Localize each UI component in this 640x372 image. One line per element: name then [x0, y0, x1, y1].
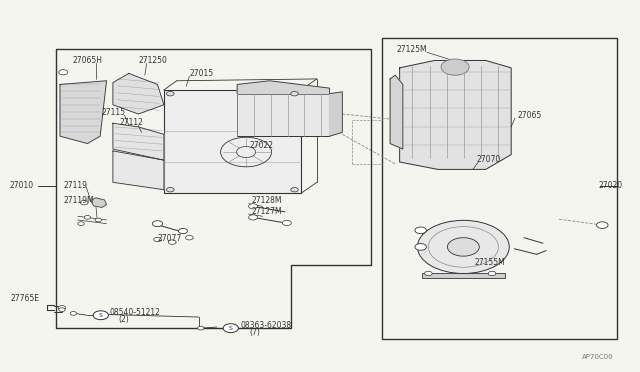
Polygon shape: [330, 92, 342, 136]
Text: 271250: 271250: [138, 56, 167, 65]
Text: 27765E: 27765E: [10, 294, 39, 303]
Circle shape: [154, 237, 161, 242]
Circle shape: [70, 311, 77, 315]
Text: S: S: [99, 313, 103, 318]
Circle shape: [441, 59, 469, 75]
Polygon shape: [113, 151, 164, 190]
Text: 27022: 27022: [250, 141, 274, 150]
Circle shape: [596, 222, 608, 228]
Circle shape: [186, 235, 193, 240]
Text: AP70C00: AP70C00: [582, 353, 613, 360]
Text: 27115: 27115: [101, 108, 125, 117]
Circle shape: [415, 227, 426, 234]
Circle shape: [424, 271, 432, 276]
Circle shape: [248, 204, 257, 209]
Text: 08540-51212: 08540-51212: [109, 308, 161, 317]
Circle shape: [488, 271, 496, 276]
Circle shape: [84, 215, 91, 219]
Polygon shape: [60, 81, 106, 144]
Text: 27119M: 27119M: [64, 196, 95, 205]
Circle shape: [166, 187, 174, 192]
Polygon shape: [91, 198, 106, 208]
Circle shape: [95, 218, 101, 222]
Polygon shape: [390, 75, 403, 149]
Circle shape: [59, 70, 68, 75]
Circle shape: [78, 222, 84, 225]
Circle shape: [291, 187, 298, 192]
Circle shape: [168, 240, 176, 244]
Circle shape: [223, 324, 239, 333]
Circle shape: [166, 92, 174, 96]
Polygon shape: [399, 61, 511, 169]
Text: 27015: 27015: [189, 69, 214, 78]
Text: 27065: 27065: [518, 110, 542, 120]
Polygon shape: [113, 123, 164, 160]
Circle shape: [93, 311, 108, 320]
Polygon shape: [237, 81, 330, 94]
Circle shape: [179, 228, 188, 234]
Text: 08363-62038: 08363-62038: [241, 321, 291, 330]
Text: 27128M: 27128M: [251, 196, 282, 205]
Text: S: S: [229, 326, 233, 331]
Circle shape: [59, 308, 65, 311]
Text: 27155M: 27155M: [474, 258, 505, 267]
Text: 27119: 27119: [64, 181, 88, 190]
Circle shape: [291, 92, 298, 96]
Text: 27125M: 27125M: [396, 45, 427, 54]
Text: 27070: 27070: [476, 155, 500, 164]
Circle shape: [81, 201, 88, 205]
Circle shape: [447, 238, 479, 256]
Text: 27020: 27020: [598, 182, 623, 190]
Circle shape: [282, 220, 291, 225]
Circle shape: [415, 244, 426, 250]
Text: (7): (7): [250, 328, 260, 337]
Bar: [164, 90, 301, 193]
Text: 27077: 27077: [157, 234, 182, 243]
Text: 27065H: 27065H: [73, 56, 103, 65]
Text: 27127M: 27127M: [251, 206, 282, 216]
Circle shape: [58, 306, 66, 310]
Circle shape: [152, 221, 163, 227]
Circle shape: [198, 326, 204, 330]
Bar: [237, 94, 330, 136]
Polygon shape: [113, 73, 164, 114]
Text: (2): (2): [118, 315, 129, 324]
Text: 27010: 27010: [9, 182, 33, 190]
Circle shape: [248, 215, 257, 220]
Bar: [383, 38, 617, 339]
Bar: [422, 273, 505, 278]
Text: 27112: 27112: [119, 118, 143, 127]
Circle shape: [417, 220, 509, 273]
